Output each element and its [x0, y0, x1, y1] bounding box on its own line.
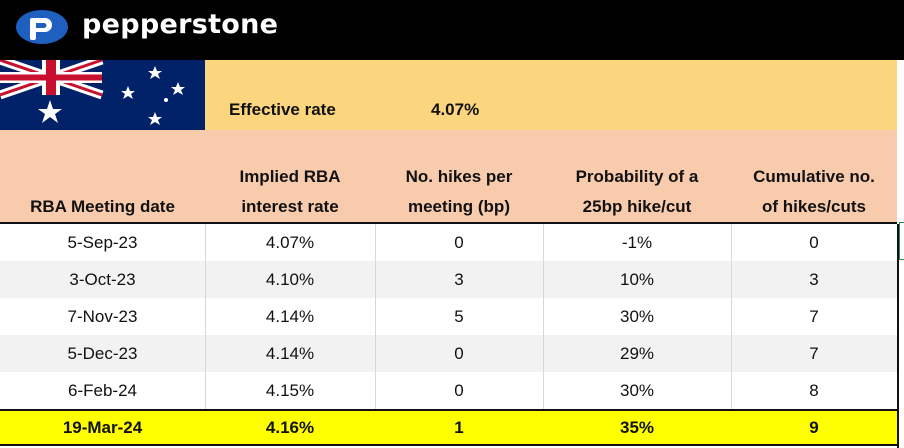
column-header-cumulative: Cumulative no. of hikes/cuts [753, 167, 875, 216]
cell-implied-rate: 4.07% [265, 232, 315, 252]
effective-rate-value: 4.07% [431, 100, 480, 119]
cell-cumulative: 7 [809, 343, 819, 363]
cell-probability: 29% [619, 343, 655, 363]
column-header-implied-rate: Implied RBA interest rate [239, 167, 341, 216]
table-row: 3-Oct-23 4.10% 3 10% 3 [0, 261, 897, 298]
effective-rate-band [205, 60, 897, 130]
table-right-border [897, 224, 899, 448]
pepperstone-logo-icon [16, 10, 68, 44]
cell-probability: 10% [619, 269, 655, 289]
column-header-meeting-date: RBA Meeting date [30, 197, 175, 216]
table-header [0, 130, 897, 224]
column-divider [731, 224, 732, 410]
cell-probability: 30% [619, 380, 655, 400]
cell-cumulative: 8 [809, 380, 819, 400]
column-divider [205, 224, 206, 410]
cell-implied-rate: 4.14% [265, 343, 315, 363]
cell-implied-rate: 4.15% [265, 380, 315, 400]
effective-rate-label: Effective rate [229, 100, 336, 119]
cell-hikes: 1 [454, 417, 464, 437]
table-row: 6-Feb-24 4.15% 0 30% 8 [0, 372, 897, 409]
column-header-hikes-per-meeting: No. hikes per meeting (bp) [405, 167, 513, 216]
cell-meeting-date: 5-Dec-23 [67, 343, 138, 363]
cell-hikes: 0 [454, 380, 464, 400]
brand-name: pepperstone [82, 9, 279, 40]
table-row-highlighted: 19-Mar-24 4.16% 1 35% 9 [0, 411, 897, 444]
column-divider [375, 224, 376, 410]
highlight-top-border [0, 409, 897, 411]
table-row: 5-Dec-23 4.14% 0 29% 7 [0, 335, 897, 372]
cell-implied-rate: 4.16% [265, 417, 315, 437]
cell-cumulative: 9 [809, 417, 819, 437]
cell-implied-rate: 4.14% [265, 306, 315, 326]
cell-hikes: 3 [454, 269, 464, 289]
cell-meeting-date: 6-Feb-24 [68, 380, 137, 400]
cell-hikes: 0 [454, 343, 464, 363]
brand-bar: pepperstone [0, 0, 904, 60]
cell-hikes: 5 [454, 306, 464, 326]
selected-cell-marker[interactable] [899, 222, 904, 260]
cell-hikes: 0 [454, 232, 464, 252]
table-row: 5-Sep-23 4.07% 0 -1% 0 [0, 224, 897, 261]
cell-meeting-date: 19-Mar-24 [62, 417, 143, 437]
cell-meeting-date: 3-Oct-23 [69, 269, 136, 289]
cell-probability: -1% [621, 232, 653, 252]
table-bottom-border [0, 444, 897, 446]
header-divider [0, 222, 897, 224]
cell-meeting-date: 5-Sep-23 [67, 232, 138, 252]
cell-probability: 35% [619, 417, 655, 437]
cell-cumulative: 3 [809, 269, 819, 289]
table-row: 7-Nov-23 4.14% 5 30% 7 [0, 298, 897, 335]
australia-flag-icon [0, 60, 205, 130]
column-divider [543, 224, 544, 410]
cell-meeting-date: 7-Nov-23 [67, 306, 138, 326]
cell-cumulative: 0 [809, 232, 819, 252]
column-header-probability: Probability of a 25bp hike/cut [575, 167, 699, 216]
cell-cumulative: 7 [809, 306, 819, 326]
cell-probability: 30% [619, 306, 655, 326]
cell-implied-rate: 4.10% [265, 269, 315, 289]
